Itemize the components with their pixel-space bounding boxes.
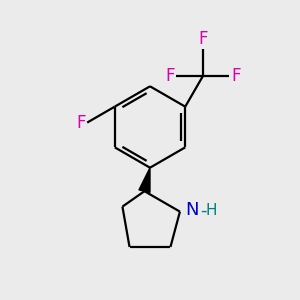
Text: F: F: [76, 114, 86, 132]
Text: H: H: [206, 203, 217, 218]
Polygon shape: [139, 168, 150, 193]
Text: -: -: [200, 202, 207, 220]
Text: F: F: [231, 67, 241, 85]
Text: F: F: [198, 30, 208, 48]
Text: N: N: [185, 201, 199, 219]
Text: F: F: [165, 67, 175, 85]
